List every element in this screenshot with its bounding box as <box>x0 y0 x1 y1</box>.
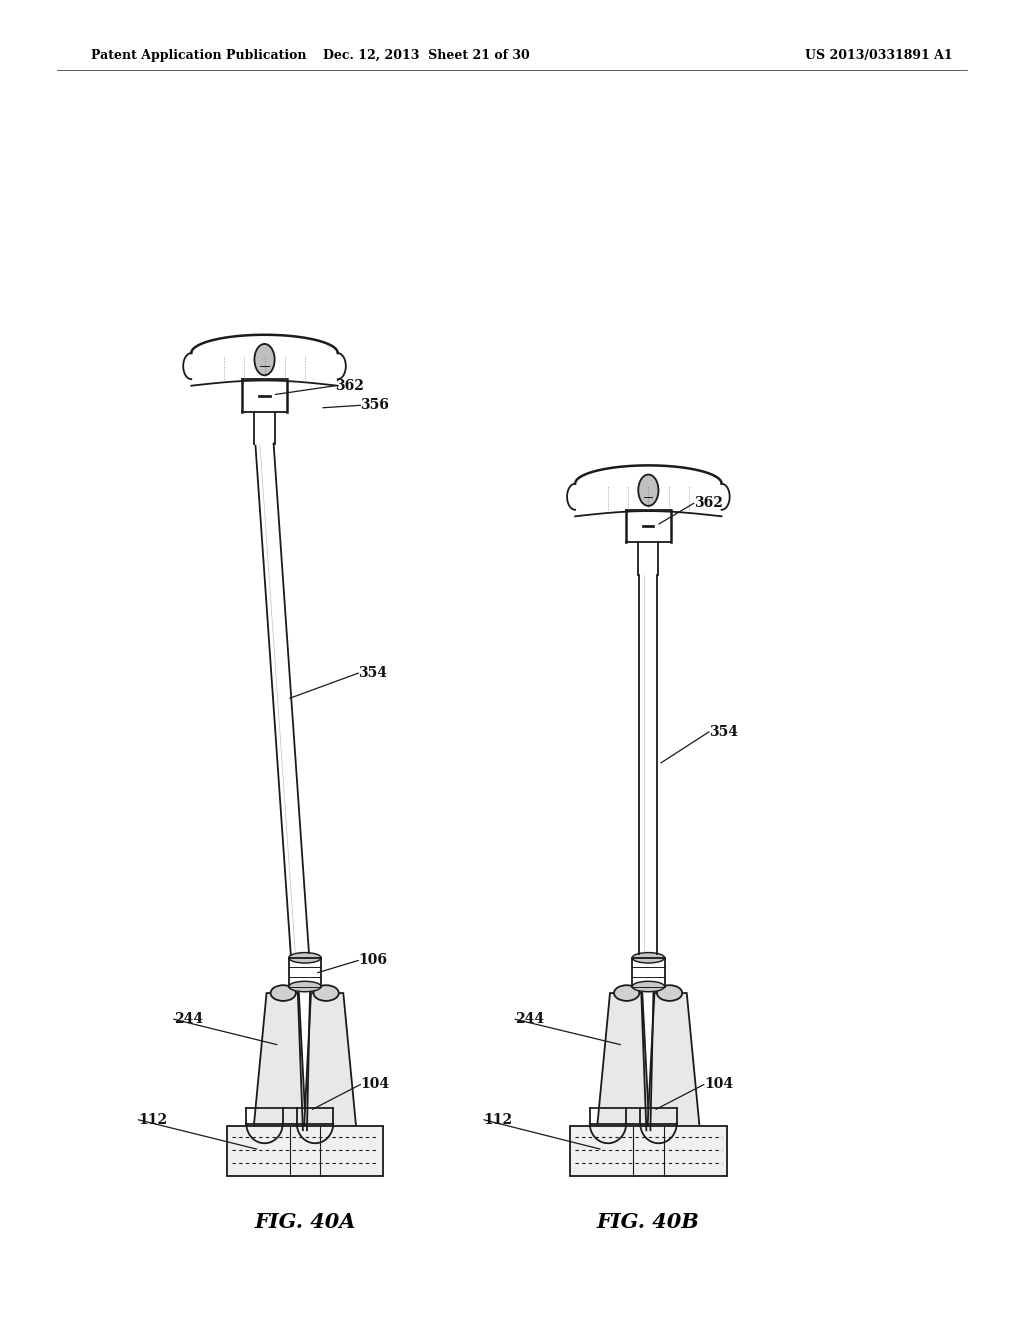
Ellipse shape <box>254 345 274 375</box>
Polygon shape <box>253 993 306 1130</box>
Polygon shape <box>226 1126 383 1176</box>
Ellipse shape <box>270 985 296 1001</box>
Polygon shape <box>647 993 699 1130</box>
Text: 362: 362 <box>335 379 365 393</box>
Text: Patent Application Publication: Patent Application Publication <box>91 49 306 62</box>
Ellipse shape <box>289 953 322 964</box>
Ellipse shape <box>638 474 658 506</box>
Text: 362: 362 <box>694 496 723 511</box>
Text: 244: 244 <box>515 1012 544 1026</box>
Text: FIG. 40B: FIG. 40B <box>597 1212 699 1232</box>
Text: 112: 112 <box>483 1113 513 1127</box>
Ellipse shape <box>632 981 665 991</box>
Text: US 2013/0331891 A1: US 2013/0331891 A1 <box>805 49 952 62</box>
Text: 356: 356 <box>360 399 389 412</box>
Text: 244: 244 <box>174 1012 203 1026</box>
Polygon shape <box>570 1126 727 1176</box>
Text: 104: 104 <box>360 1077 389 1092</box>
Ellipse shape <box>289 981 322 991</box>
Polygon shape <box>304 993 356 1130</box>
Text: 354: 354 <box>358 667 387 680</box>
Text: 354: 354 <box>709 725 738 739</box>
Ellipse shape <box>614 985 639 1001</box>
Ellipse shape <box>313 985 339 1001</box>
Polygon shape <box>597 993 649 1130</box>
Text: 106: 106 <box>358 953 387 968</box>
Text: FIG. 40A: FIG. 40A <box>254 1212 355 1232</box>
Text: Dec. 12, 2013  Sheet 21 of 30: Dec. 12, 2013 Sheet 21 of 30 <box>323 49 529 62</box>
Ellipse shape <box>632 953 665 964</box>
Ellipse shape <box>657 985 682 1001</box>
Text: 112: 112 <box>138 1113 167 1127</box>
Text: 104: 104 <box>703 1077 733 1092</box>
